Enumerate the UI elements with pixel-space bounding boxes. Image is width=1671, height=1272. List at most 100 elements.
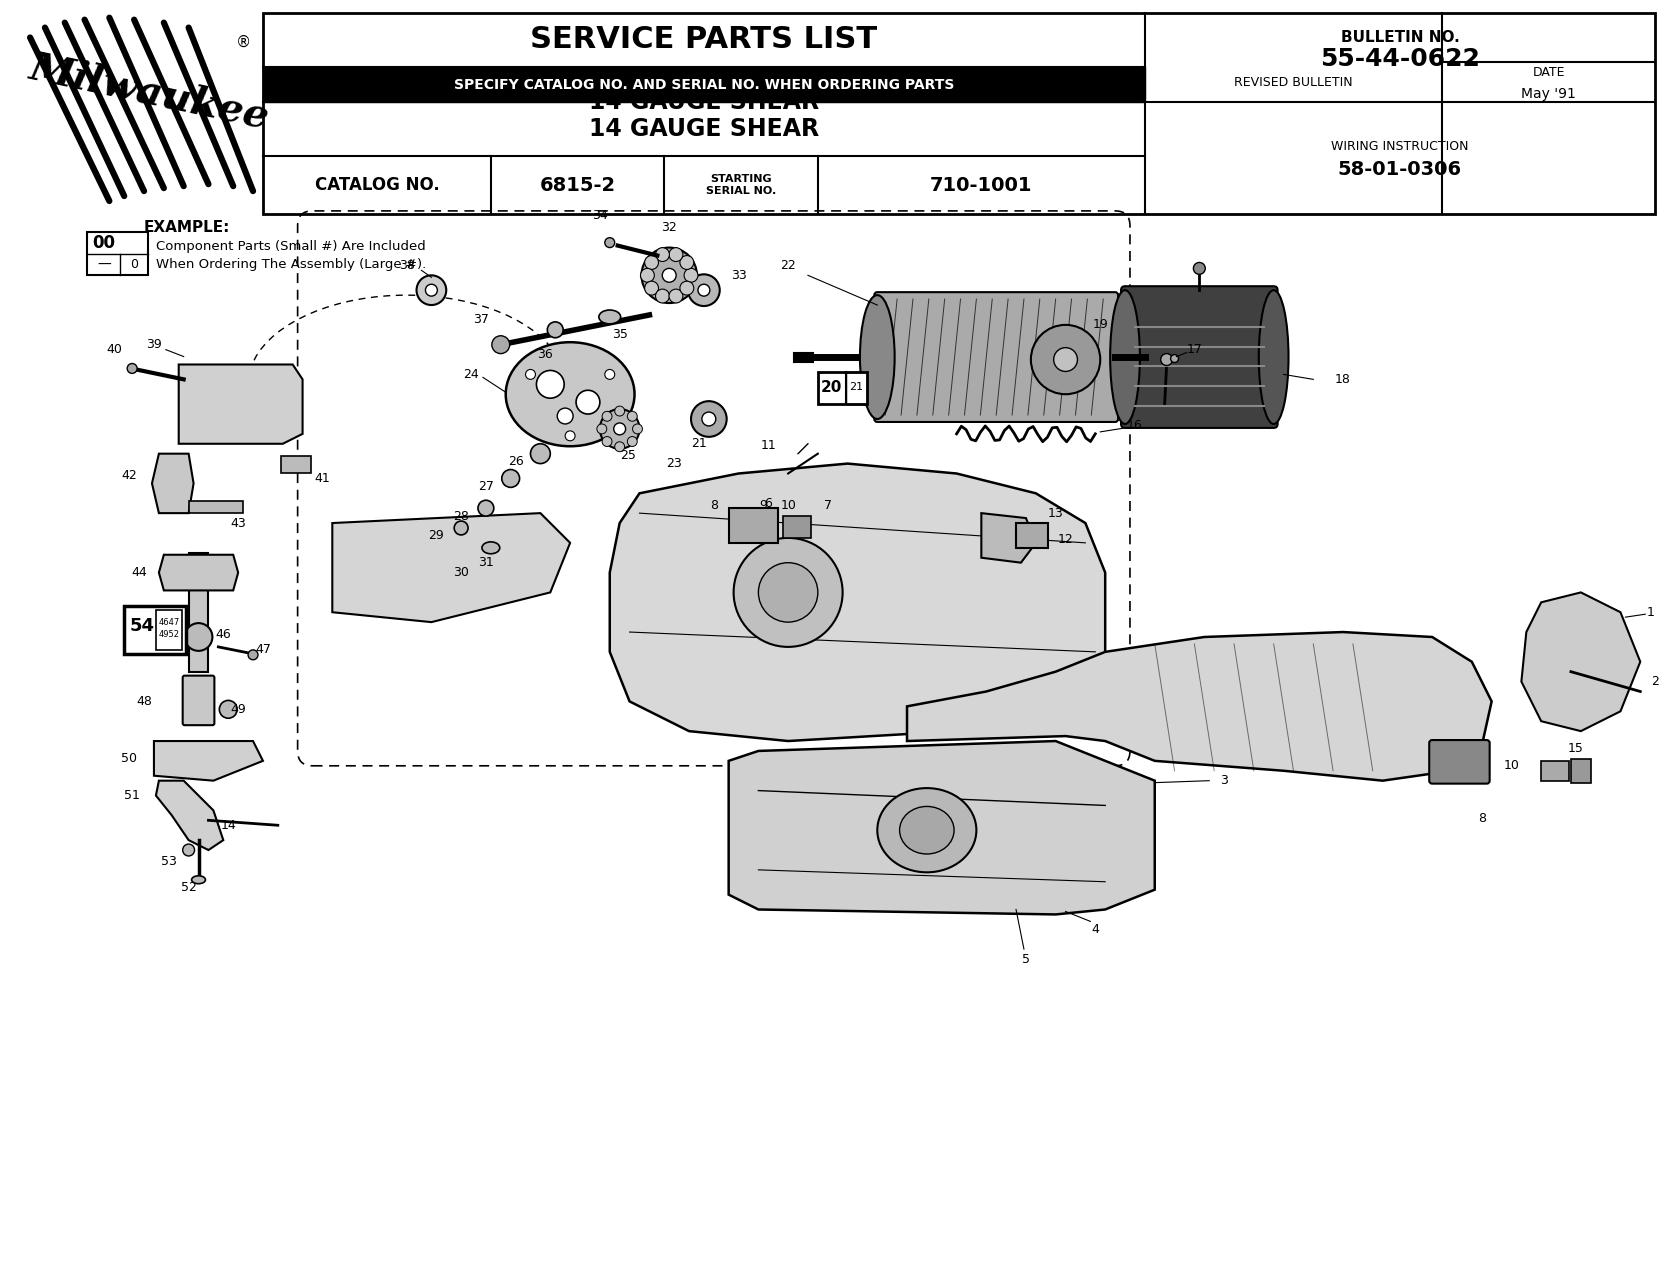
Polygon shape [1521,593,1641,731]
Text: 7: 7 [824,499,832,511]
Text: 0: 0 [130,258,139,271]
Circle shape [602,436,612,446]
Text: 18: 18 [1335,373,1350,385]
Circle shape [668,248,683,262]
Text: 42: 42 [122,469,137,482]
Text: 14 GAUGE SHEAR: 14 GAUGE SHEAR [588,117,819,141]
Circle shape [556,408,573,424]
Text: 11: 11 [760,439,775,453]
Polygon shape [154,742,262,781]
Circle shape [565,431,575,441]
Text: 24: 24 [463,368,480,380]
Text: 22: 22 [780,259,795,272]
Text: 52: 52 [180,881,197,894]
Text: 23: 23 [667,457,682,471]
Text: 4: 4 [1091,922,1100,936]
Ellipse shape [1110,290,1140,424]
Text: 4647: 4647 [159,618,179,627]
Circle shape [478,500,495,516]
Text: WIRING INSTRUCTION: WIRING INSTRUCTION [1332,140,1469,153]
Text: STARTING
SERIAL NO.: STARTING SERIAL NO. [705,174,775,196]
Bar [262,67,1145,102]
Text: —: — [97,257,110,271]
Text: 37: 37 [473,313,490,327]
Text: SERVICE PARTS LIST: SERVICE PARTS LIST [530,25,877,55]
Polygon shape [152,454,194,513]
Text: 10: 10 [780,499,795,511]
Bar [87,232,149,275]
Circle shape [702,412,715,426]
Bar [817,373,867,404]
Text: 50: 50 [122,752,137,766]
Text: 6: 6 [764,497,772,510]
Circle shape [1193,262,1205,275]
Text: 36: 36 [538,349,553,361]
Ellipse shape [877,789,976,873]
FancyBboxPatch shape [874,293,1118,422]
Ellipse shape [481,542,500,553]
Text: 44: 44 [132,566,147,579]
Circle shape [416,275,446,305]
Text: When Ordering The Assembly (Large #).: When Ordering The Assembly (Large #). [155,258,426,271]
Text: 49: 49 [231,703,246,716]
Text: BULLETIN NO.: BULLETIN NO. [1340,31,1459,45]
Circle shape [536,370,565,398]
Text: 8: 8 [1477,812,1486,824]
Text: REVISED BULLETIN: REVISED BULLETIN [1235,75,1354,89]
Bar [1571,759,1591,782]
Text: SPECIFY CATALOG NO. AND SERIAL NO. WHEN ORDERING PARTS: SPECIFY CATALOG NO. AND SERIAL NO. WHEN … [455,78,954,92]
Text: 6815-2: 6815-2 [540,176,615,195]
Text: 35: 35 [612,328,628,341]
Text: 33: 33 [730,268,747,282]
Ellipse shape [598,310,620,324]
Bar [1016,523,1048,548]
Text: 15: 15 [1567,743,1584,756]
Text: May '91: May '91 [1521,86,1576,100]
Circle shape [642,248,697,303]
Circle shape [501,469,520,487]
Text: 17: 17 [1186,343,1203,356]
Text: 4952: 4952 [159,630,179,639]
Text: 29: 29 [428,529,444,542]
Text: 51: 51 [124,789,140,803]
Text: DATE: DATE [1532,66,1564,79]
Text: 20: 20 [820,380,842,394]
Ellipse shape [506,342,635,446]
Text: CATALOG NO.: CATALOG NO. [314,176,439,195]
Text: 55-44-0622: 55-44-0622 [1320,47,1481,71]
Circle shape [548,322,563,338]
Text: 3: 3 [1220,775,1228,787]
Circle shape [645,281,658,295]
Text: 54: 54 [130,617,154,635]
Bar [729,509,779,543]
Circle shape [640,268,655,282]
Circle shape [698,284,710,296]
Polygon shape [155,781,224,850]
Text: Component Parts (Small #) Are Included: Component Parts (Small #) Are Included [155,240,426,253]
Text: 14 GAUGE SHEAR: 14 GAUGE SHEAR [588,90,819,114]
Text: 9: 9 [759,499,767,511]
Ellipse shape [899,806,954,854]
Text: 8: 8 [710,499,719,511]
Circle shape [680,256,693,270]
Text: 19: 19 [1093,318,1108,332]
Text: 58-01-0306: 58-01-0306 [1338,160,1462,179]
Circle shape [683,268,698,282]
Text: 12: 12 [1058,533,1073,547]
Text: 53: 53 [160,856,177,869]
Text: 00: 00 [92,234,115,252]
Text: 16: 16 [1126,420,1143,432]
Circle shape [127,364,137,374]
Circle shape [655,289,670,303]
Text: ®: ® [236,34,251,50]
Text: 31: 31 [478,556,493,569]
Polygon shape [179,365,302,444]
Circle shape [655,248,670,262]
Text: 2: 2 [1651,675,1659,688]
Polygon shape [610,463,1105,742]
Circle shape [734,538,842,647]
Text: 26: 26 [508,455,523,468]
Circle shape [680,281,693,295]
Polygon shape [159,555,239,590]
Circle shape [1054,347,1078,371]
